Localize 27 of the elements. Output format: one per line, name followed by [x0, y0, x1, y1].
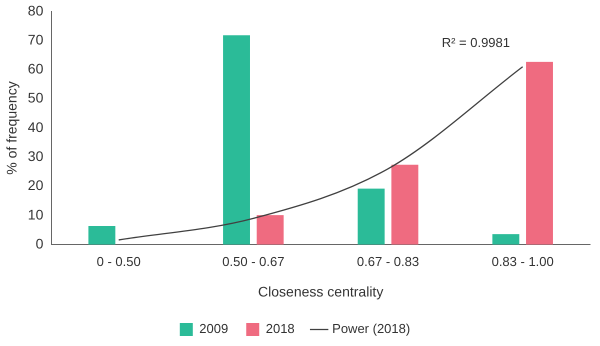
bar [88, 226, 116, 245]
x-tick-label: 0.83 - 1.00 [492, 254, 554, 269]
bar [223, 35, 250, 245]
y-tick-label: 80 [28, 2, 44, 18]
y-tick-label: 70 [28, 31, 44, 48]
y-tick-label: 10 [28, 206, 44, 222]
y-tick-label: 60 [28, 60, 44, 77]
x-tick-label: 0 - 0.50 [96, 254, 141, 269]
annotation: R² = 0.9981 [442, 34, 510, 50]
y-tick-label: 0 [36, 235, 44, 252]
legend-label: Power (2018) [332, 321, 410, 336]
bar [526, 62, 553, 245]
x-tick-label: 0.67 - 0.83 [356, 254, 420, 269]
y-tick-label: 20 [28, 177, 44, 194]
bar [391, 164, 418, 245]
y-tick-label: 40 [28, 118, 44, 135]
x-tick-label: 0.50 - 0.67 [222, 254, 284, 269]
legend-label: 2018 [266, 321, 295, 336]
y-tick-label: 30 [28, 148, 44, 164]
bar [358, 188, 385, 245]
line-series [118, 66, 524, 241]
bar [256, 215, 284, 245]
y-tick-label: 50 [28, 90, 44, 106]
bar [492, 234, 520, 245]
y-axis-title: % of frequency [3, 81, 20, 175]
legend-label: 2009 [199, 321, 228, 336]
x-axis-title: Closeness centrality [258, 283, 384, 300]
